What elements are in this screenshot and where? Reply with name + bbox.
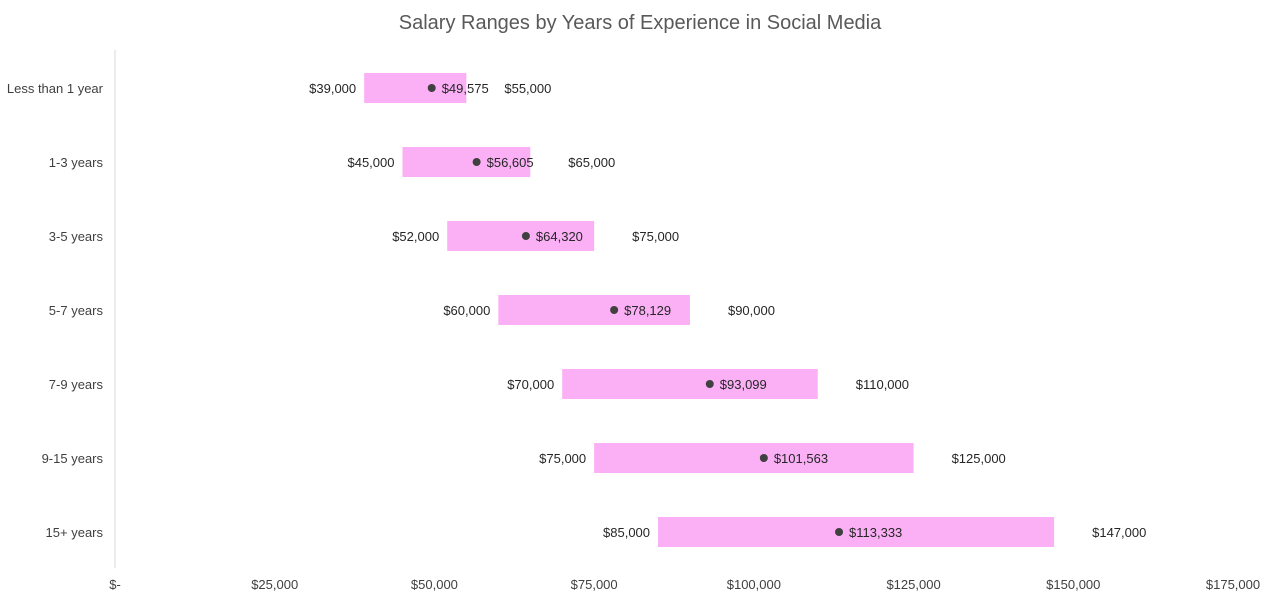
max-value-label: $75,000 (632, 229, 679, 244)
max-value-label: $110,000 (856, 377, 909, 392)
min-value-label: $75,000 (539, 451, 586, 466)
average-value-label: $64,320 (536, 229, 583, 244)
max-value-label: $125,000 (952, 451, 1006, 466)
range-bar (447, 221, 595, 251)
min-value-label: $45,000 (347, 155, 394, 170)
min-value-label: $39,000 (309, 81, 356, 96)
average-marker (427, 84, 436, 92)
average-value-label: $113,333 (849, 525, 902, 540)
max-value-label: $147,000 (1092, 525, 1146, 540)
min-value-label: $85,000 (603, 525, 650, 540)
min-value-label: $60,000 (443, 303, 490, 318)
average-value-label: $56,605 (487, 155, 534, 170)
range-bars (364, 73, 1055, 547)
x-tick-label: $50,000 (411, 577, 458, 592)
average-value-label: $93,099 (720, 377, 767, 392)
x-tick-label: $150,000 (1046, 577, 1100, 592)
average-marker (759, 454, 768, 462)
x-tick-label: $175,000 (1206, 577, 1260, 592)
average-marker (835, 528, 844, 536)
min-value-label: $52,000 (392, 229, 439, 244)
range-bar (594, 443, 914, 473)
x-tick-label: $25,000 (251, 577, 298, 592)
max-value-label: $55,000 (504, 81, 551, 96)
chart-title: Salary Ranges by Years of Experience in … (399, 12, 882, 34)
average-marker (610, 306, 619, 314)
category-labels: Less than 1 year 1-3 years 3-5 years 5-7 ye… (7, 81, 104, 540)
min-value-label: $70,000 (507, 377, 554, 392)
x-axis-tick-labels: $- $25,000 $50,000 $75,000 $100,000 $125,000 $… (109, 577, 1260, 592)
category-label: 3-5 years (49, 229, 104, 244)
average-marker (521, 232, 530, 240)
average-marker (705, 380, 714, 388)
range-bar (402, 147, 531, 177)
range-bar (658, 517, 1055, 547)
average-marker (472, 158, 481, 166)
range-bar (498, 295, 690, 325)
category-label: 7-9 years (49, 377, 104, 392)
average-value-label: $78,129 (624, 303, 671, 318)
range-bar (364, 73, 467, 103)
range-bar (562, 369, 818, 399)
average-markers (427, 84, 844, 536)
data-labels: $39,000 $49,575 $55,000 $45,000 $56,605 $65,0… (309, 81, 1146, 540)
max-value-label: $90,000 (728, 303, 775, 318)
category-label: 15+ years (46, 525, 104, 540)
category-label: 5-7 years (49, 303, 104, 318)
x-tick-label: $- (109, 577, 121, 592)
x-tick-label: $125,000 (886, 577, 940, 592)
category-label: 9-15 years (42, 451, 104, 466)
average-value-label: $49,575 (442, 81, 489, 96)
max-value-label: $65,000 (568, 155, 615, 170)
category-label: 1-3 years (49, 155, 104, 170)
average-value-label: $101,563 (774, 451, 828, 466)
x-tick-label: $75,000 (571, 577, 618, 592)
category-label: Less than 1 year (7, 81, 104, 96)
x-tick-label: $100,000 (727, 577, 781, 592)
